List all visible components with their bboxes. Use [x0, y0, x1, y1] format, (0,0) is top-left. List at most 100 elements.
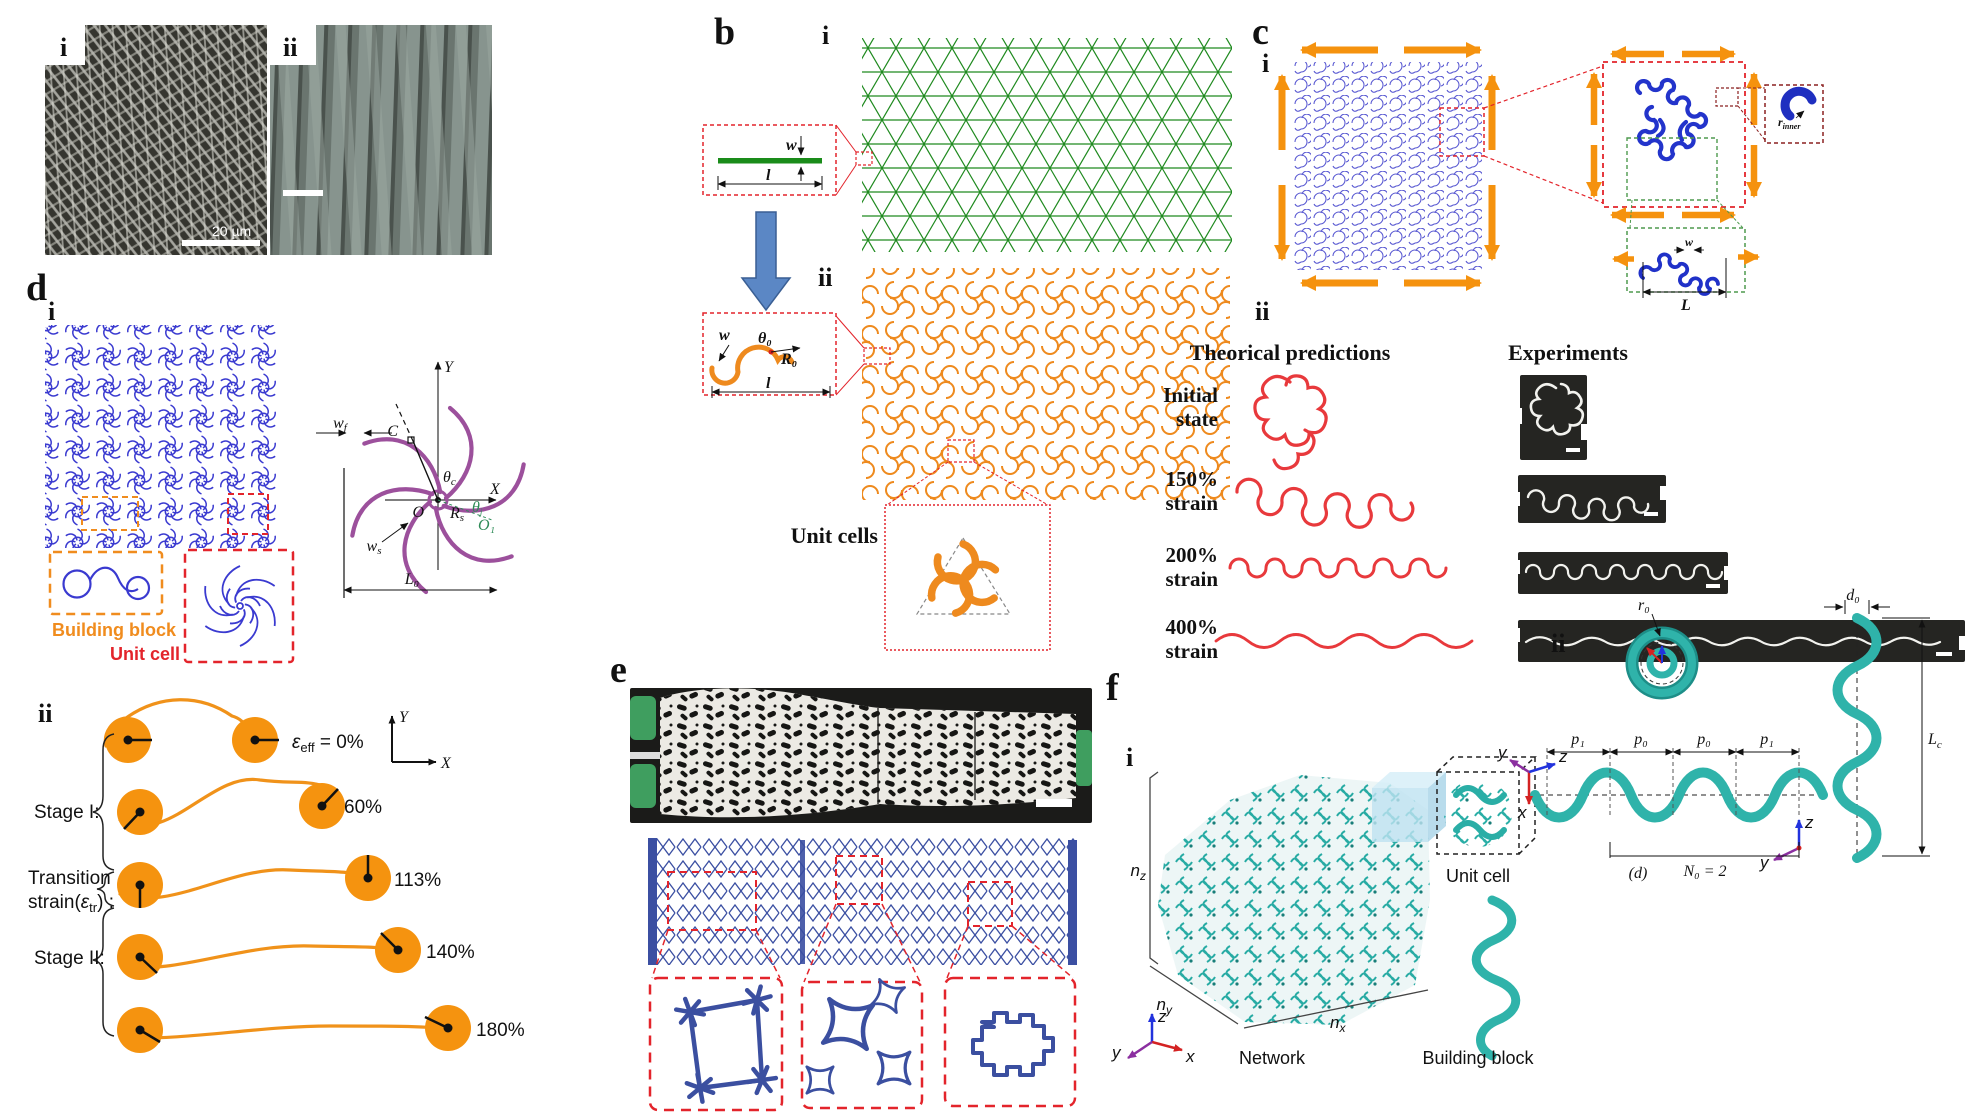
L0-label: L₀ [404, 571, 419, 588]
axes-triad-horizontal: x z y [1497, 743, 1568, 822]
z-axis-label: z [1157, 1007, 1167, 1026]
sublabel-c-ii: ii [1255, 297, 1269, 326]
strain-0-label: εeff = 0% [292, 732, 364, 755]
simulation-render [648, 838, 1077, 983]
s-curve [709, 344, 795, 386]
transform-arrow [740, 211, 792, 312]
row-150-l1: 150% [1166, 467, 1219, 491]
sublabel-d-i: i [48, 297, 55, 326]
r-inner-label: rinner [1778, 115, 1801, 131]
stage-curves [103, 698, 452, 1040]
point-C-label: C [387, 423, 398, 440]
panel-a: a i 20 µm ii [45, 13, 492, 255]
spiral-lattice-orange [862, 268, 1230, 500]
sublabel-b-i: i [822, 21, 829, 50]
segment-inset: w L [1612, 199, 1760, 314]
network-3d: nz ny nx Network z x y [1111, 771, 1446, 1068]
detail-inset-3 [943, 976, 1077, 1108]
row-150-l2: strain [1166, 491, 1219, 515]
segment-w-label: w [1685, 235, 1694, 249]
panel-b: b i w l ii θ₀ R₀ w l [702, 11, 1232, 651]
Lc-label: Lc [1927, 731, 1942, 751]
highlight-unit-cube [1372, 772, 1446, 842]
unit-cell-f: Unit cell [1436, 756, 1537, 886]
beam-l-label: l [766, 167, 771, 184]
experiment-photo-4 [1512, 620, 1967, 662]
panel-f: f i nz ny nx Network z x y U [1106, 587, 1942, 1068]
panel-e: e [610, 649, 1092, 1112]
unit-cells-label: Unit cells [791, 523, 879, 548]
spiral-parameter-diagram: Y X C θc O Rs θj O₁ wf ws L₀ [316, 359, 526, 598]
fractal-network [1292, 62, 1482, 270]
stage-hands [123, 738, 449, 1044]
strain-180-label: 180% [476, 1020, 525, 1041]
unit-cells-callout: Unit cells [791, 439, 1051, 651]
fractal-inset [1586, 46, 1762, 223]
panel-d-letter: d [26, 267, 47, 309]
experiment-photo-2 [1512, 475, 1668, 523]
beam-bar [718, 158, 822, 164]
R0-label: R₀ [780, 351, 797, 368]
row-initial-l1: Initial [1163, 383, 1218, 407]
theory-curves [1214, 374, 1474, 649]
panel-d: d i Building block Unit cell Y X C θc [26, 267, 526, 1053]
theory-curve-400 [1214, 633, 1474, 649]
stretch-arrows-inset [1586, 46, 1762, 223]
sublabel-f-i: i [1126, 743, 1133, 772]
n-x-label: nx [1330, 1013, 1346, 1035]
l-label: l [766, 375, 771, 392]
p0b-label: p₀ [1696, 731, 1711, 748]
axes-triad-vertical: z y [1759, 813, 1814, 872]
building-block-target [81, 496, 139, 531]
fractal-curve-bold [1634, 77, 1709, 162]
triangular-lattice [862, 38, 1232, 252]
sublabel-b-ii: ii [818, 263, 832, 292]
unit-cell-box-b [884, 504, 1051, 651]
w-s-label: ws [367, 538, 382, 557]
theory-curve-200 [1228, 557, 1448, 579]
transition-label-1: Transition [28, 868, 111, 889]
scalebar-e [1036, 799, 1072, 807]
stage1-label: Stage I: [34, 802, 100, 823]
strain-113-label: 113% [394, 870, 441, 891]
period-ticks [1546, 748, 1800, 818]
p0a-label: p₀ [1633, 731, 1648, 748]
scurve-inset: θ₀ R₀ w l [702, 312, 891, 398]
segment-L-label: L [1680, 297, 1691, 314]
render-target-3 [967, 881, 1013, 927]
sem-image-random: i 20 µm [45, 25, 267, 255]
detail-inset-1 [648, 976, 784, 1112]
sublabel-c-i: i [1262, 49, 1269, 78]
experiment-photos [1512, 375, 1967, 662]
O1-label: O₁ [478, 517, 495, 534]
experiment-photo-1 [1514, 375, 1589, 460]
row-200-l1: 200% [1166, 543, 1219, 567]
N0-label: N₀ = 2 [1682, 863, 1726, 880]
building-block-f-label: Building block [1422, 1048, 1534, 1068]
hook-detail [1780, 86, 1817, 121]
helix-vertical: d₀ Lc z y [1759, 587, 1942, 872]
beam-w-label: w [786, 137, 797, 154]
multi-arm-spiral [204, 565, 276, 647]
row-200-l2: strain [1166, 567, 1219, 591]
sem-image-aligned: ii [270, 25, 492, 255]
w-f-label: wf [333, 415, 349, 434]
w-label: w [719, 327, 730, 344]
panel-e-letter: e [610, 649, 627, 691]
x-axis-label-3: x [1517, 803, 1527, 822]
R-s-label: Rs [449, 505, 464, 524]
panel-c-letter: c [1252, 11, 1269, 53]
y-axis-label: y [1111, 1043, 1122, 1062]
axes-triad-network: z x y [1111, 1007, 1195, 1066]
building-block-label: Building block [52, 620, 177, 640]
row-400-l2: strain [1166, 639, 1219, 663]
z-axis-label-2: z [1804, 813, 1814, 832]
stage-braces [92, 733, 115, 1037]
purple-spiral-arms [350, 405, 526, 595]
stage-dots [123, 735, 453, 1035]
spiral-lattice-blue [45, 325, 281, 548]
theta-c-label: θc [443, 469, 456, 488]
printed-lattice-photo [630, 688, 1092, 823]
